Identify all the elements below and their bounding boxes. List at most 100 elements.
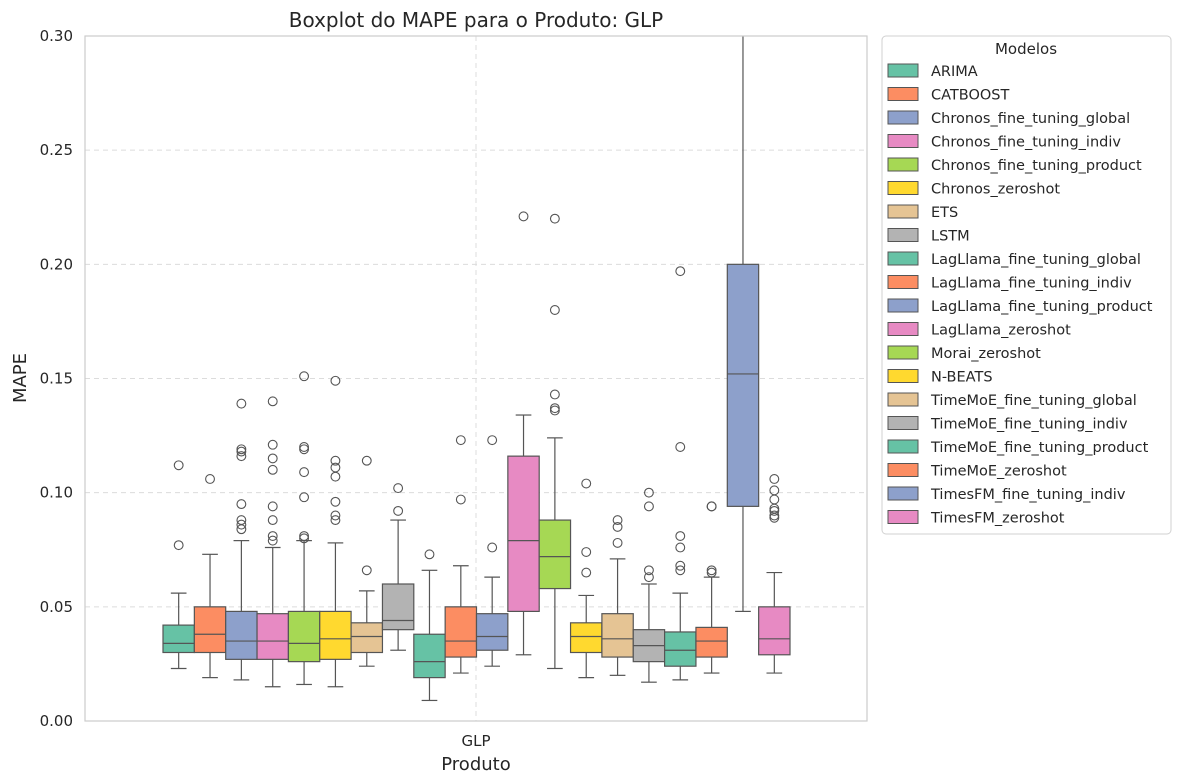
x-tick-label: GLP xyxy=(461,732,490,750)
iqr-box xyxy=(695,626,728,658)
y-tick-label: 0.15 xyxy=(40,370,73,388)
outlier-point xyxy=(267,464,278,475)
legend-item: TimeMoE_zeroshot xyxy=(887,463,1067,480)
outlier-point xyxy=(612,537,623,548)
outlier-point xyxy=(236,524,247,535)
iqr-box xyxy=(569,622,603,654)
iqr-box xyxy=(319,610,352,660)
y-tick-label: 0.00 xyxy=(40,712,73,730)
legend-item: Chronos_fine_tuning_global xyxy=(887,110,1130,127)
outlier-point xyxy=(267,396,278,407)
iqr-box xyxy=(193,606,227,654)
outlier-point xyxy=(236,446,247,457)
legend-label: TimeMoE_zeroshot xyxy=(930,464,1067,480)
legend-label: Chronos_fine_tuning_indiv xyxy=(931,135,1121,151)
box-chronos-fine-tuning-product xyxy=(287,371,321,686)
legend-swatch xyxy=(887,345,919,360)
legend-label: CATBOOST xyxy=(931,88,1009,104)
legend-item: LagLlama_zeroshot xyxy=(887,322,1071,339)
legend-item: LagLlama_fine_tuning_product xyxy=(887,298,1153,315)
legend-item: TimeMoE_fine_tuning_global xyxy=(887,392,1137,409)
iqr-box xyxy=(350,622,384,654)
outlier-point xyxy=(173,460,184,471)
outlier-point xyxy=(769,474,780,484)
legend-item: Chronos_fine_tuning_indiv xyxy=(887,134,1121,151)
legend-swatch xyxy=(887,134,919,148)
legend-item: TimesFM_zeroshot xyxy=(887,510,1065,527)
iqr-box xyxy=(381,583,415,631)
legend-item: TimesFM_fine_tuning_indiv xyxy=(887,486,1126,503)
outlier-point xyxy=(518,211,529,222)
legend-label: Chronos_fine_tuning_product xyxy=(931,158,1142,174)
outlier-point xyxy=(549,213,560,224)
box-timesfm-fine-tuning-indiv xyxy=(726,36,760,613)
legend-swatch xyxy=(887,181,919,195)
outlier-point xyxy=(643,565,654,576)
outlier-point xyxy=(330,375,341,386)
outlier-point xyxy=(612,521,623,532)
legend-label: ARIMA xyxy=(931,64,978,80)
legend-item: N-BEATS xyxy=(887,369,993,386)
box-ets xyxy=(350,455,384,667)
box-lagllama-zeroshot xyxy=(507,211,540,656)
legend-item: ARIMA xyxy=(887,63,978,80)
iqr-box xyxy=(162,624,195,654)
outlier-point xyxy=(675,442,686,452)
outlier-point xyxy=(236,499,247,510)
outlier-point xyxy=(236,519,247,530)
outlier-point xyxy=(205,474,215,484)
outlier-point xyxy=(299,442,310,452)
legend-swatch xyxy=(887,87,919,101)
y-axis-label: MAPE xyxy=(10,353,31,403)
legend-swatch xyxy=(887,392,919,407)
legend-swatch xyxy=(887,110,919,125)
legend-item: Chronos_fine_tuning_product xyxy=(887,157,1142,174)
iqr-box xyxy=(601,613,634,658)
legend-label: N-BEATS xyxy=(931,370,993,386)
iqr-box xyxy=(413,633,446,679)
legend-swatch xyxy=(887,463,919,477)
iqr-box xyxy=(726,263,760,507)
legend-label: TimesFM_zeroshot xyxy=(930,511,1065,527)
outlier-point xyxy=(330,515,341,526)
outlier-point xyxy=(769,512,780,523)
legend-label: LagLlama_fine_tuning_indiv xyxy=(931,276,1132,292)
outlier-point xyxy=(299,444,310,455)
outlier-point xyxy=(361,565,372,576)
legend-swatch xyxy=(887,439,919,454)
outlier-point xyxy=(424,549,435,560)
plot-frame xyxy=(84,35,868,722)
box-n-beats xyxy=(569,478,603,679)
outlier-point xyxy=(267,531,278,541)
outlier-point xyxy=(581,567,592,578)
outlier-point xyxy=(267,535,278,546)
outlier-point xyxy=(769,510,780,521)
legend-swatch xyxy=(887,486,919,501)
legend-swatch xyxy=(887,275,919,289)
outlier-point xyxy=(330,510,341,521)
outlier-point xyxy=(330,496,341,507)
iqr-box xyxy=(225,610,258,660)
iqr-box xyxy=(475,613,509,651)
legend-swatch xyxy=(887,157,919,172)
legend-label: Chronos_fine_tuning_global xyxy=(931,111,1130,127)
y-tick-label: 0.30 xyxy=(40,27,73,45)
outlier-point xyxy=(299,492,310,503)
outlier-point xyxy=(236,398,247,409)
outlier-point xyxy=(675,266,686,277)
y-tick-labels: 0.00 0.05 0.10 0.15 0.20 0.25 0.30 xyxy=(40,27,73,730)
box-lagllama-fine-tuning-global xyxy=(413,549,446,702)
iqr-box xyxy=(538,519,572,590)
outlier-point xyxy=(675,531,686,541)
x-tick-labels: GLP xyxy=(461,732,490,750)
outlier-point xyxy=(267,515,278,526)
outlier-point xyxy=(675,542,686,553)
outlier-point xyxy=(455,435,466,446)
legend-label: TimeMoE_fine_tuning_product xyxy=(930,440,1149,456)
legend-label: LagLlama_fine_tuning_global xyxy=(931,252,1141,268)
outlier-point xyxy=(643,487,654,498)
legend-frame xyxy=(881,35,1172,535)
legend-swatch xyxy=(887,228,919,242)
outlier-point xyxy=(581,547,592,557)
